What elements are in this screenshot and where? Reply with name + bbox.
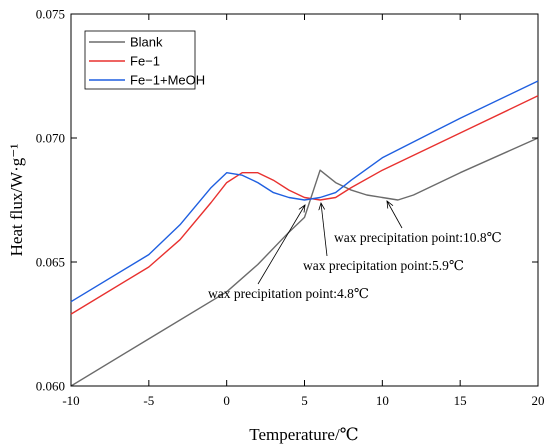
annotation-arrow bbox=[387, 201, 403, 229]
x-axis-title: Temperature/℃ bbox=[249, 425, 358, 444]
legend-label: Fe−1 bbox=[130, 54, 160, 69]
x-tick-label: -10 bbox=[62, 393, 79, 408]
annotation-label: wax precipitation point:4.8℃ bbox=[208, 286, 369, 301]
legend-entries: Blank Fe−1 Fe−1+MeOH bbox=[89, 35, 205, 88]
y-tick-label: 0.065 bbox=[36, 255, 65, 270]
annotation-layer: wax precipitation point:10.8℃ wax precipi… bbox=[208, 201, 502, 301]
series-layer bbox=[70, 80, 539, 387]
annotation-arrow bbox=[257, 205, 305, 285]
series-line-1 bbox=[70, 95, 539, 315]
legend-label: Fe−1+MeOH bbox=[130, 73, 205, 88]
annotation-arrow bbox=[321, 203, 328, 257]
legend: Blank Fe−1 Fe−1+MeOH bbox=[84, 30, 205, 90]
y-tick-label: 0.070 bbox=[36, 131, 65, 146]
legend-label: Blank bbox=[130, 35, 163, 50]
x-tick-label: 5 bbox=[301, 393, 308, 408]
series-line-0 bbox=[70, 137, 539, 387]
annotation-label: wax precipitation point:10.8℃ bbox=[334, 230, 502, 245]
annotation-label: wax precipitation point:5.9℃ bbox=[303, 258, 464, 273]
x-tick-label: 0 bbox=[223, 393, 230, 408]
y-tick-label: 0.075 bbox=[36, 7, 65, 22]
y-axis-title: Heat flux/W·g⁻¹ bbox=[7, 144, 26, 257]
series-line-2 bbox=[70, 80, 539, 303]
plot-area: -10 -5 0 5 10 15 20 0.060 0.065 0.070 0.075 wax pr… bbox=[36, 7, 545, 409]
x-tick-label: 15 bbox=[454, 393, 467, 408]
tick-layer: -10 -5 0 5 10 15 20 0.060 0.065 0.070 0.075 bbox=[36, 7, 545, 409]
x-tick-label: 10 bbox=[376, 393, 389, 408]
y-tick-label: 0.060 bbox=[36, 379, 65, 394]
x-tick-label: 20 bbox=[532, 393, 545, 408]
x-tick-label: -5 bbox=[143, 393, 154, 408]
